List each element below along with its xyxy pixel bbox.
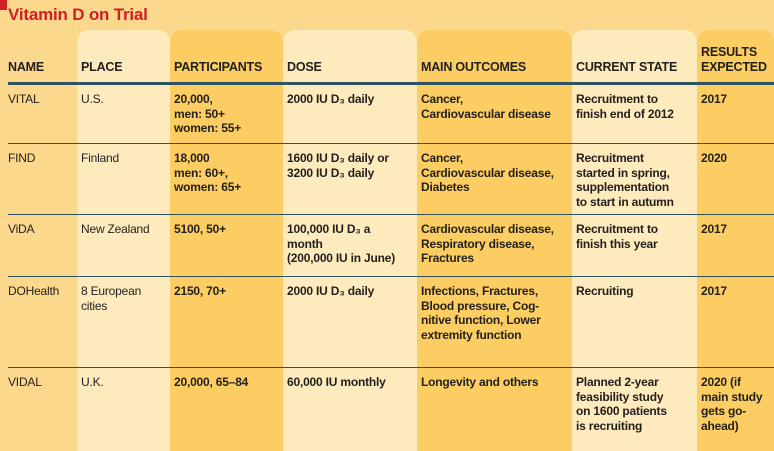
trial-results: 2017 <box>701 92 727 106</box>
trial-current-state: Recruiting <box>576 284 634 298</box>
trial-results: 2020 (if main study gets go- ahead) <box>701 375 763 433</box>
trial-results: 2017 <box>701 222 727 236</box>
trial-place: 8 European cities <box>81 284 142 313</box>
column-stripe-dose <box>283 30 417 451</box>
trial-place: New Zealand <box>81 222 150 236</box>
trial-dose: 100,000 IU D₃ a month (200,000 IU in Jun… <box>287 222 396 266</box>
column-stripe-main-outcomes <box>417 30 572 451</box>
trial-participants: 20,000, 65–84 <box>174 375 249 389</box>
trial-main-outcomes: Longevity and others <box>421 375 539 389</box>
column-header-name: NAME <box>8 59 45 74</box>
trial-place: U.K. <box>81 375 104 389</box>
trial-current-state: Recruitment to finish this year <box>576 222 658 251</box>
column-header-results-expected: RESULTS EXPECTED <box>701 44 767 74</box>
table-row-vidal: VIDAL U.K. 20,000, 65–84 60,000 IU month… <box>8 367 774 451</box>
trial-current-state: Recruitment started in spring, supplemen… <box>576 151 674 209</box>
table-row-find: FIND Finland 18,000 men: 60+, women: 65+… <box>8 143 774 214</box>
column-header-place: PLACE <box>81 59 123 74</box>
trial-name: VITAL <box>8 92 40 106</box>
trial-dose: 2000 IU D₃ daily <box>287 284 375 298</box>
trial-results: 2017 <box>701 284 727 298</box>
table-row-dohealth: DOHealth 8 European cities 2150, 70+ 200… <box>8 276 774 367</box>
trial-participants: 20,000, men: 50+ women: 55+ <box>174 92 242 136</box>
trial-participants: 5100, 50+ <box>174 222 226 236</box>
corner-red-mark <box>0 0 7 10</box>
trial-name: VIDAL <box>8 375 42 389</box>
trial-name: DOHealth <box>8 284 60 298</box>
column-stripe-participants <box>170 30 283 451</box>
column-stripe-results <box>697 30 774 451</box>
trial-current-state: Planned 2-year feasibility study on 1600… <box>576 375 667 433</box>
trial-main-outcomes: Cardiovascular disease, Respiratory dise… <box>421 222 554 266</box>
trial-dose: 1600 IU D₃ daily or 3200 IU D₃ daily <box>287 151 389 180</box>
table-row-vital: VITAL U.S. 20,000, men: 50+ women: 55+ 2… <box>8 82 774 143</box>
trial-main-outcomes: Cancer, Cardiovascular disease <box>421 92 551 121</box>
trial-results: 2020 <box>701 151 727 165</box>
page-title: Vitamin D on Trial <box>8 5 148 24</box>
table-header-row: NAME PLACE PARTICIPANTS DOSE MAIN OUTCOM… <box>8 0 774 82</box>
trial-current-state: Recruitment to finish end of 2012 <box>576 92 674 121</box>
trial-main-outcomes: Cancer, Cardiovascular disease, Diabetes <box>421 151 554 195</box>
column-stripe-current-state <box>572 30 697 451</box>
trial-participants: 2150, 70+ <box>174 284 226 298</box>
trial-place: U.S. <box>81 92 104 106</box>
trial-dose: 2000 IU D₃ daily <box>287 92 375 106</box>
column-header-participants: PARTICIPANTS <box>174 59 263 74</box>
column-header-current-state: CURRENT STATE <box>576 59 678 74</box>
trial-dose: 60,000 IU monthly <box>287 375 386 389</box>
column-header-dose: DOSE <box>287 59 322 74</box>
trial-place: Finland <box>81 151 119 165</box>
column-header-main-outcomes: MAIN OUTCOMES <box>421 59 527 74</box>
trial-participants: 18,000 men: 60+, women: 65+ <box>174 151 242 195</box>
table-row-vida: ViDA New Zealand 5100, 50+ 100,000 IU D₃… <box>8 214 774 276</box>
column-stripe-place <box>77 30 170 451</box>
trial-main-outcomes: Infections, Fractures, Blood pressure, C… <box>421 284 541 342</box>
trial-name: FIND <box>8 151 36 165</box>
trial-name: ViDA <box>8 222 35 236</box>
